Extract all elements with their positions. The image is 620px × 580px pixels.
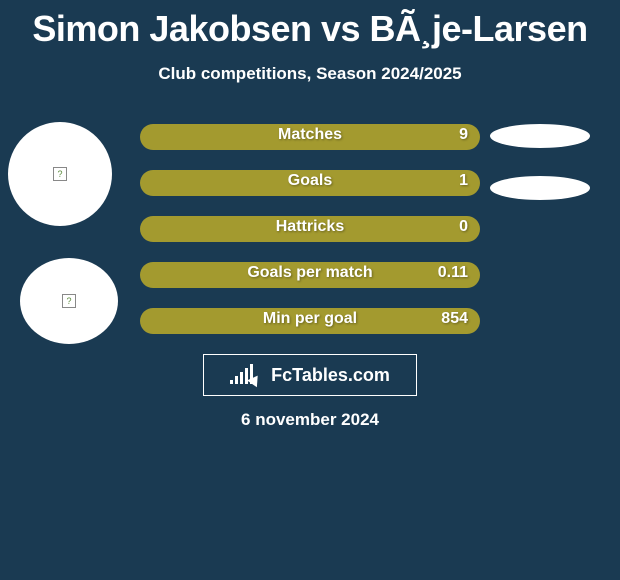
stat-value: 0	[459, 218, 468, 236]
stat-pill: Goals per match 0.11	[140, 262, 480, 288]
stats-bars: Matches 9 Goals 1 Hattricks 0 Goals per …	[140, 124, 480, 354]
side-pill	[490, 176, 590, 200]
stat-pill: Goals 1	[140, 170, 480, 196]
stat-value: 854	[441, 310, 468, 328]
logo-bar	[235, 376, 238, 384]
stat-pill: Min per goal 854	[140, 308, 480, 334]
stat-pill: Hattricks 0	[140, 216, 480, 242]
stat-label: Matches	[140, 126, 480, 144]
player-avatar-1: ?	[8, 122, 112, 226]
stat-label: Goals per match	[140, 264, 480, 282]
brand-text-a: Fc	[271, 365, 292, 385]
page-title: Simon Jakobsen vs BÃ¸je-Larsen	[0, 0, 620, 50]
stat-value: 9	[459, 126, 468, 144]
stat-row: Matches 9	[140, 124, 480, 150]
footer-date: 6 november 2024	[0, 410, 620, 430]
side-pills	[490, 124, 590, 228]
stat-label: Goals	[140, 172, 480, 190]
logo-bar	[245, 368, 248, 384]
stat-pill: Matches 9	[140, 124, 480, 150]
player-avatar-2: ?	[20, 258, 118, 344]
logo-bar	[240, 372, 243, 384]
stat-row: Min per goal 854	[140, 308, 480, 334]
brand-logo: FcTables.com	[203, 354, 417, 396]
arrow-up-icon	[247, 372, 263, 387]
stat-label: Hattricks	[140, 218, 480, 236]
logo-bar	[230, 380, 233, 384]
side-pill	[490, 124, 590, 148]
stat-label: Min per goal	[140, 310, 480, 328]
stat-value: 0.11	[438, 264, 468, 282]
stat-row: Hattricks 0	[140, 216, 480, 242]
brand-text-c: .com	[348, 365, 390, 385]
placeholder-image-icon: ?	[53, 167, 67, 181]
page-subtitle: Club competitions, Season 2024/2025	[0, 64, 620, 84]
placeholder-image-icon: ?	[62, 294, 76, 308]
stat-value: 1	[459, 172, 468, 190]
stat-row: Goals 1	[140, 170, 480, 196]
brand-text: FcTables.com	[271, 365, 390, 386]
stat-row: Goals per match 0.11	[140, 262, 480, 288]
brand-text-b: Tables	[292, 365, 348, 385]
